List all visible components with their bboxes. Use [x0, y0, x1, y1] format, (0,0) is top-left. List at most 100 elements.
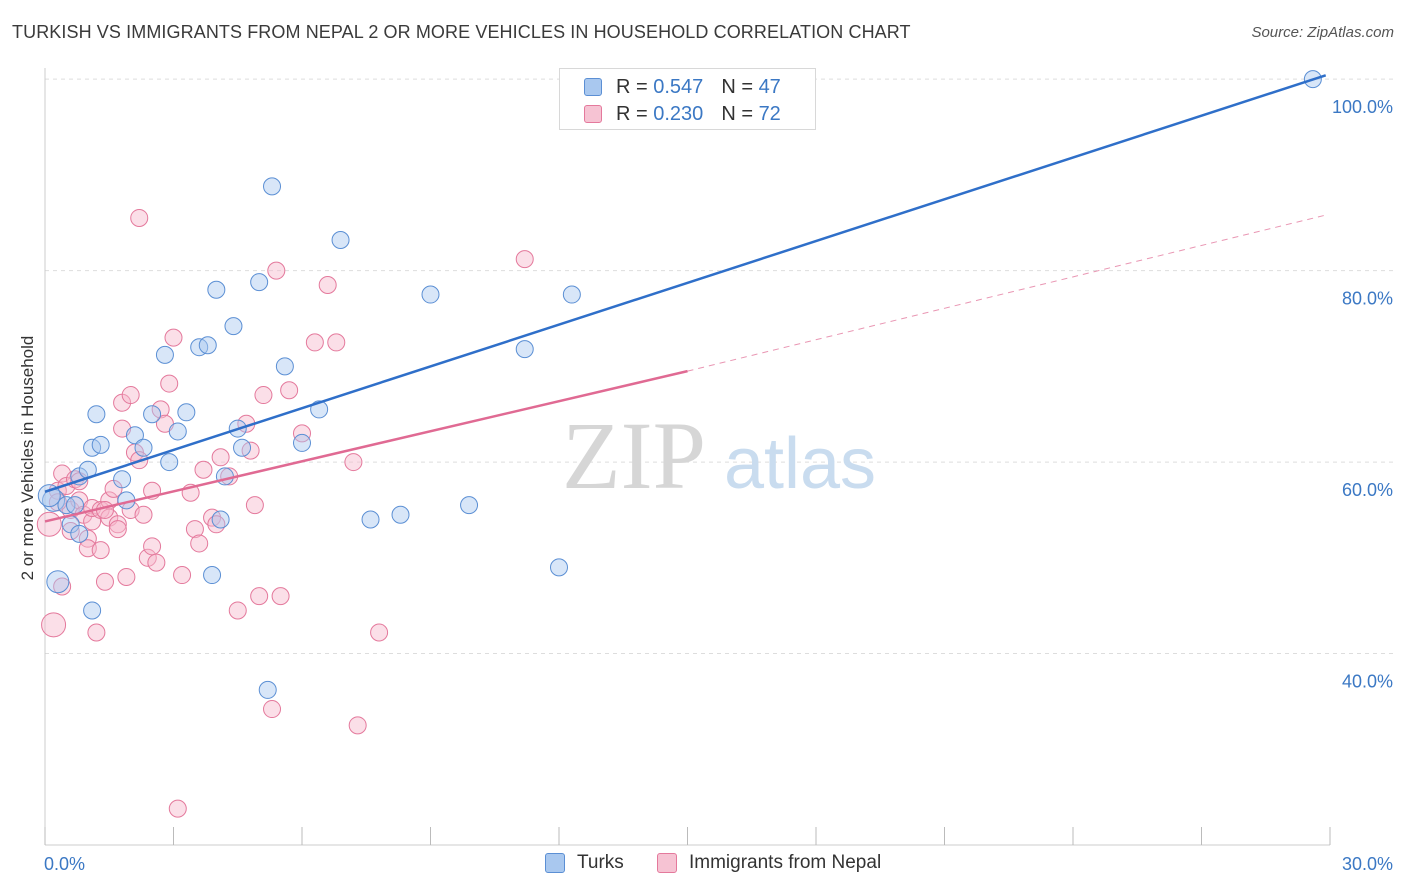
- turks-point: [168, 422, 187, 441]
- nepal-point: [87, 623, 106, 642]
- legend-row-nepal: R = 0.230 N = 72: [584, 101, 781, 127]
- x-tick-label: 30.0%: [1342, 854, 1393, 874]
- turks-point: [37, 484, 61, 508]
- nepal-point: [168, 799, 187, 818]
- nepal-point: [130, 208, 149, 227]
- nepal-trend-line: [44, 369, 688, 523]
- nepal-point: [263, 700, 282, 719]
- turks-point: [562, 285, 581, 304]
- turks-point: [263, 177, 282, 196]
- nepal-point: [267, 261, 286, 280]
- chart-title: TURKISH VS IMMIGRANTS FROM NEPAL 2 OR MO…: [12, 22, 911, 42]
- correlation-legend: R = 0.547 N = 47 R = 0.230 N = 72: [559, 68, 816, 130]
- turks-points: [37, 70, 1322, 699]
- nepal-point: [117, 567, 136, 586]
- turks-point: [70, 524, 89, 543]
- nepal-point: [185, 520, 204, 539]
- legend-item-nepal: Immigrants from Nepal: [657, 852, 881, 874]
- turks-n-value: 47: [758, 75, 781, 98]
- y-tick-label: 80.0%: [1342, 289, 1393, 309]
- nepal-point: [211, 448, 230, 467]
- legend-item-turks: Turks: [545, 852, 624, 874]
- turks-point: [160, 453, 179, 472]
- nepal-point: [53, 577, 72, 596]
- nepal-point: [228, 601, 247, 620]
- source-credit: Source: ZipAtlas.com: [1251, 24, 1394, 41]
- turks-legend-swatch: [545, 853, 565, 873]
- nepal-r-value: 0.230: [653, 102, 704, 125]
- nepal-point: [327, 333, 346, 352]
- nepal-point: [250, 587, 269, 606]
- y-tick-label: 100.0%: [1332, 97, 1393, 117]
- y-axis-label: 2 or more Vehicles in Household: [18, 335, 37, 581]
- turks-point: [331, 230, 350, 249]
- nepal-point: [36, 511, 62, 537]
- turks-point: [258, 680, 277, 699]
- turks-point: [87, 405, 106, 424]
- nepal-point: [245, 496, 264, 515]
- series-legend: Turks Immigrants from Nepal: [0, 852, 1406, 878]
- nepal-legend-swatch: [657, 853, 677, 873]
- nepal-legend-label: Immigrants from Nepal: [689, 852, 882, 873]
- y-tick-label: 40.0%: [1342, 672, 1393, 692]
- nepal-points: [36, 208, 534, 818]
- turks-point: [275, 357, 294, 376]
- turks-point: [46, 570, 70, 594]
- turks-point: [391, 505, 410, 524]
- nepal-point: [151, 400, 170, 419]
- nepal-point: [147, 553, 166, 572]
- nepal-point: [41, 612, 67, 638]
- nepal-n-value: 72: [758, 102, 781, 125]
- nepal-point: [194, 460, 213, 479]
- nepal-point: [138, 548, 157, 567]
- nepal-n-label: N =: [721, 102, 753, 125]
- nepal-point: [280, 381, 299, 400]
- turks-point: [155, 345, 174, 364]
- turks-point: [361, 510, 380, 529]
- legend-row-turks: R = 0.547 N = 47: [584, 74, 781, 100]
- turks-point: [83, 601, 102, 620]
- watermark-zip: ZIP: [562, 402, 706, 509]
- nepal-point: [370, 623, 389, 642]
- nepal-point: [348, 716, 367, 735]
- y-tick-label: 60.0%: [1342, 480, 1393, 500]
- turks-point: [224, 317, 243, 336]
- turks-point: [134, 438, 153, 457]
- turks-point: [203, 566, 222, 585]
- turks-point: [460, 496, 479, 515]
- nepal-point: [164, 328, 183, 347]
- nepal-point: [108, 520, 127, 539]
- nepal-trend-extension: [687, 214, 1326, 372]
- nepal-point: [305, 333, 324, 352]
- watermark: ZIP atlas: [562, 402, 876, 509]
- nepal-swatch: [584, 105, 602, 123]
- turks-point: [250, 273, 269, 292]
- axis-layer: [44, 68, 1331, 846]
- nepal-point: [134, 505, 153, 524]
- nepal-point: [78, 529, 97, 548]
- nepal-point: [515, 250, 534, 269]
- turks-point: [421, 285, 440, 304]
- nepal-point: [271, 587, 290, 606]
- tick-labels: 40.0% 60.0% 80.0% 100.0% 0.0% 30.0%: [44, 97, 1393, 874]
- nepal-point: [344, 453, 363, 472]
- nepal-point: [121, 386, 140, 405]
- turks-point: [215, 467, 234, 486]
- turks-point: [91, 435, 110, 454]
- turks-n-label: N =: [721, 75, 753, 98]
- turks-point: [207, 280, 226, 299]
- watermark-atlas: atlas: [724, 424, 876, 504]
- nepal-point: [318, 275, 337, 294]
- turks-point: [177, 403, 196, 422]
- nepal-point: [95, 572, 114, 591]
- turks-trend-line: [44, 74, 1327, 493]
- nepal-point: [293, 424, 311, 443]
- grid-layer: [45, 78, 1395, 655]
- turks-point: [143, 405, 162, 424]
- turks-point: [198, 336, 217, 355]
- turks-legend-label: Turks: [577, 852, 624, 873]
- turks-r-value: 0.547: [653, 75, 704, 98]
- x-tick-label: 0.0%: [44, 854, 85, 874]
- turks-point: [125, 426, 144, 445]
